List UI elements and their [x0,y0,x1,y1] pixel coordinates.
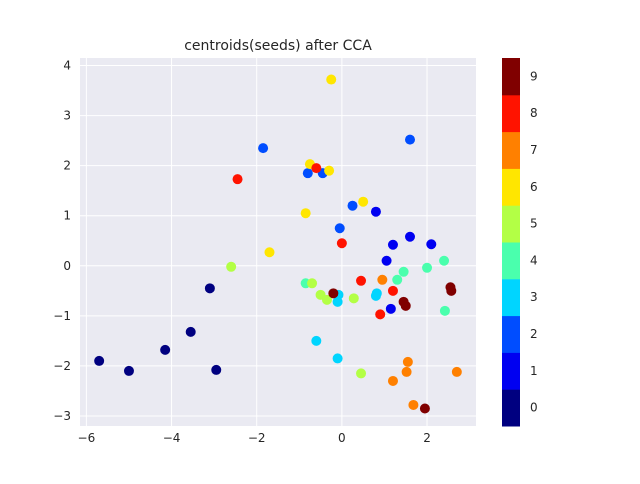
scatter-point [123,365,134,376]
scatter-point [405,231,415,242]
y-tick-label: 4 [63,59,71,73]
colorbar-segment [502,168,520,206]
colorbar-tick-label: 7 [530,143,538,157]
colorbar-segment [502,389,520,427]
chart-title: centroids(seeds) after CCA [184,38,372,54]
colorbar-segment [502,94,520,133]
x-tick-label: −4 [163,431,181,445]
scatter-point [258,143,269,154]
colorbar-segment [502,315,520,353]
y-tick-label: −3 [53,409,71,423]
scatter-point [334,223,345,234]
scatter-point [392,274,403,285]
scatter-point [211,364,222,375]
scatter-point [160,344,171,355]
y-ticks: −3 −2 −1 0 1 2 3 4 [53,59,71,423]
scatter-point [387,375,398,386]
data-points [94,74,462,414]
scatter-point [370,206,381,217]
scatter-point [226,261,237,272]
colorbar-tick-label: 9 [530,69,538,83]
colorbar-ticks: 0 1 2 3 4 5 6 7 8 9 [530,69,538,414]
colorbar-segment [502,205,520,243]
x-tick-label: −6 [78,431,96,445]
colorbar-tick-label: 5 [530,217,538,231]
scatter-point [321,294,332,305]
colorbar-tick-label: 4 [530,253,538,267]
scatter-point [347,200,358,211]
y-tick-label: −1 [53,309,71,323]
x-tick-label: 2 [423,431,431,445]
colorbar-segment [502,242,520,280]
scatter-point [185,326,196,337]
scatter-point [370,290,381,301]
scatter-point [387,239,398,250]
scatter-point [419,403,430,414]
colorbar-tick-label: 2 [530,327,538,341]
scatter-point [375,309,386,320]
scatter-point [400,300,411,311]
scatter-point [328,288,339,299]
scatter-point [426,239,437,250]
scatter-point [300,208,311,219]
scatter-point [439,255,450,266]
colorbar-tick-label: 1 [530,364,538,378]
colorbar-tick-label: 0 [530,401,538,415]
colorbar [502,58,520,427]
scatter-point [358,196,369,207]
scatter-point [381,255,392,266]
scatter-point [356,275,367,286]
scatter-point [385,303,396,314]
scatter-point [204,283,215,294]
colorbar-segment [502,352,520,390]
x-tick-label: −2 [248,431,266,445]
scatter-point [326,74,337,85]
y-tick-label: 2 [63,159,71,173]
x-tick-label: 0 [338,431,346,445]
plot-area [80,58,476,426]
scatter-point [336,238,347,249]
colorbar-tick-label: 3 [530,290,538,304]
colorbar-segment [502,58,520,96]
colorbar-segment [502,278,520,317]
y-tick-label: 3 [63,109,71,123]
scatter-point [356,368,367,379]
scatter-point [439,305,450,316]
scatter-point [377,274,388,285]
colorbar-segment [502,131,520,169]
scatter-point [387,285,398,296]
scatter-point [264,247,275,258]
scatter-point [405,134,415,145]
scatter-point [302,168,313,179]
scatter-point [311,163,322,174]
x-ticks: −6 −4 −2 0 2 [78,431,431,445]
scatter-point [408,399,419,410]
scatter-point [232,174,243,185]
scatter-point [446,285,457,296]
scatter-point [311,335,322,346]
scatter-point [94,355,105,366]
scatter-point [332,353,343,364]
scatter-point [402,356,413,367]
colorbar-tick-label: 6 [530,180,538,194]
scatter-point [324,165,335,176]
y-tick-label: 1 [63,209,71,223]
scatter-point [348,293,359,304]
scatter-point [422,262,433,273]
scatter-point [307,278,318,289]
y-tick-label: −2 [53,359,71,373]
scatter-point [398,266,409,277]
scatter-point [451,366,462,377]
colorbar-tick-label: 8 [530,106,538,120]
scatter-point [401,366,412,377]
y-tick-label: 0 [63,259,71,273]
